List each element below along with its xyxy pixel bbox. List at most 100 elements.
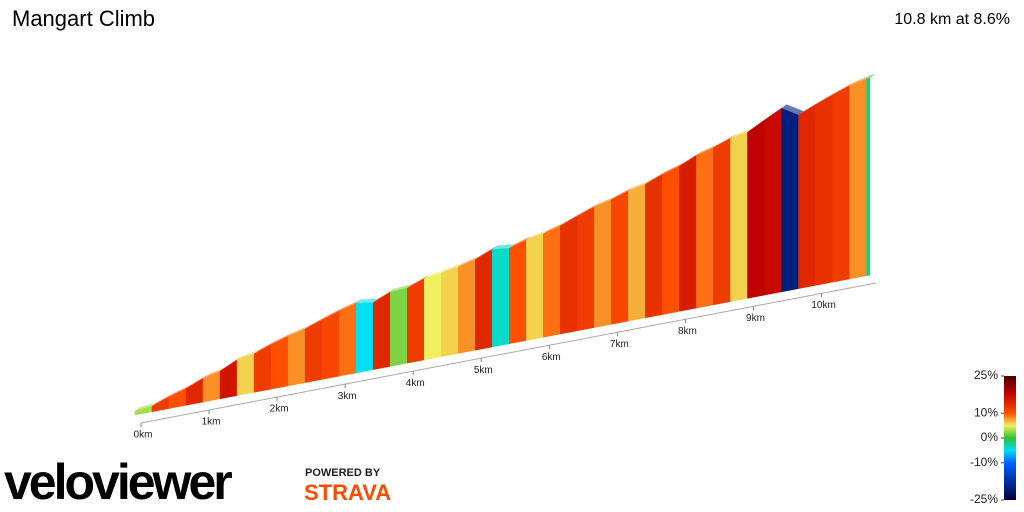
segment-top: [356, 298, 379, 304]
gradient-segment: [781, 107, 799, 293]
gradient-segment: [185, 378, 204, 406]
segment-top: [713, 134, 736, 148]
chart-title: Mangart Climb: [12, 6, 155, 31]
gradient-segment: [849, 78, 867, 280]
segment-top: [220, 356, 243, 372]
segment-top: [322, 307, 345, 320]
gradient-segment: [304, 319, 323, 383]
segment-top: [781, 104, 804, 116]
gradient-segment: [560, 215, 578, 335]
colorbar-label: 25%: [974, 368, 998, 382]
x-tick-label: 1km: [202, 417, 221, 428]
segment-top: [271, 332, 294, 345]
gradient-segment: [321, 310, 340, 380]
x-tick-label: 2km: [270, 404, 289, 415]
segment-top: [526, 229, 549, 240]
segment-top: [152, 393, 175, 407]
x-tick-label: 3km: [338, 391, 357, 402]
segment-top: [288, 325, 311, 337]
gradient-segment: [611, 190, 629, 325]
gradient-segment: [441, 266, 459, 357]
gradient-segment: [287, 328, 306, 387]
x-tick-label: 8km: [678, 326, 697, 337]
segment-top: [815, 91, 838, 105]
gradient-segment: [645, 174, 663, 319]
chart-subtitle: 10.8 km at 8.6%: [894, 11, 1010, 28]
gradient-segment: [747, 119, 765, 299]
gradient-segment: [764, 107, 782, 296]
segment-top: [492, 244, 515, 250]
gradient-segment: [679, 155, 697, 312]
gradient-segment: [577, 206, 595, 332]
logo: veloviewer: [4, 454, 232, 510]
gradient-segment: [458, 259, 476, 354]
segment-top: [696, 143, 719, 156]
segment-top: [186, 374, 209, 389]
gradient-segment: [389, 287, 408, 367]
segment-top: [509, 235, 532, 249]
segment-top: [849, 74, 872, 86]
segment-top: [424, 269, 447, 279]
gradient-segment: [798, 104, 816, 289]
segment-top: [373, 288, 396, 303]
segment-top: [730, 128, 753, 139]
segment-top: [305, 315, 328, 330]
gradient-segment: [713, 138, 731, 306]
segment-top: [135, 402, 158, 411]
segment-top: [747, 116, 770, 133]
segment-top: [441, 262, 464, 274]
x-tick-label: 5km: [474, 365, 493, 376]
colorbar-label: 0%: [981, 430, 999, 444]
colorbar-label: -10%: [970, 455, 998, 469]
segment-top: [390, 284, 413, 293]
gradient-segment: [219, 359, 238, 400]
segment-top: [594, 195, 617, 207]
segment-top: [645, 170, 668, 185]
segment-top: [798, 100, 821, 116]
x-tick-label: 0km: [134, 430, 153, 441]
gradient-segment: [406, 278, 425, 364]
gradient-segment: [526, 233, 544, 341]
x-tick-label: 6km: [542, 352, 561, 363]
segment-top: [611, 187, 634, 200]
gradient-segment: [270, 335, 289, 390]
colorbar-label: -25%: [970, 492, 998, 506]
gradient-segment: [866, 77, 871, 276]
segment-top: [577, 203, 600, 217]
gradient-segment: [202, 370, 221, 403]
gradient-segment: [662, 165, 680, 315]
gradient-segment: [475, 249, 493, 351]
segment-top: [237, 349, 260, 361]
x-tick-label: 9km: [746, 313, 765, 324]
segment-top: [764, 104, 787, 121]
x-tick-label: 4km: [406, 378, 425, 389]
segment-top: [169, 384, 192, 398]
strava-logo: STRAVA: [304, 480, 391, 505]
segment-top: [475, 245, 498, 260]
gradient-segment: [236, 353, 255, 396]
gradient-segment: [492, 247, 510, 348]
gradient-segment: [696, 147, 714, 309]
segment-top: [866, 74, 875, 79]
gradient-segment: [628, 183, 646, 322]
x-tick-label: 7km: [610, 339, 629, 350]
gradient-segment: [423, 272, 442, 361]
segment-top: [543, 221, 566, 234]
gradient-segment: [594, 199, 612, 328]
gradient-segment: [509, 239, 527, 345]
segment-top: [832, 81, 855, 96]
segment-top: [458, 255, 481, 267]
segment-top: [203, 367, 226, 379]
x-tick-label: 10km: [811, 300, 835, 311]
gradient-segment: [372, 291, 391, 370]
colorbar-label: 10%: [974, 405, 998, 419]
segment-top: [407, 274, 430, 289]
gradient-segment: [815, 94, 833, 286]
gradient-segment: [543, 225, 561, 338]
segment-top: [339, 299, 362, 312]
gradient-segment: [730, 131, 748, 302]
segment-top: [560, 212, 583, 226]
gradient-segment: [338, 302, 357, 377]
gradient-segment: [832, 85, 850, 283]
